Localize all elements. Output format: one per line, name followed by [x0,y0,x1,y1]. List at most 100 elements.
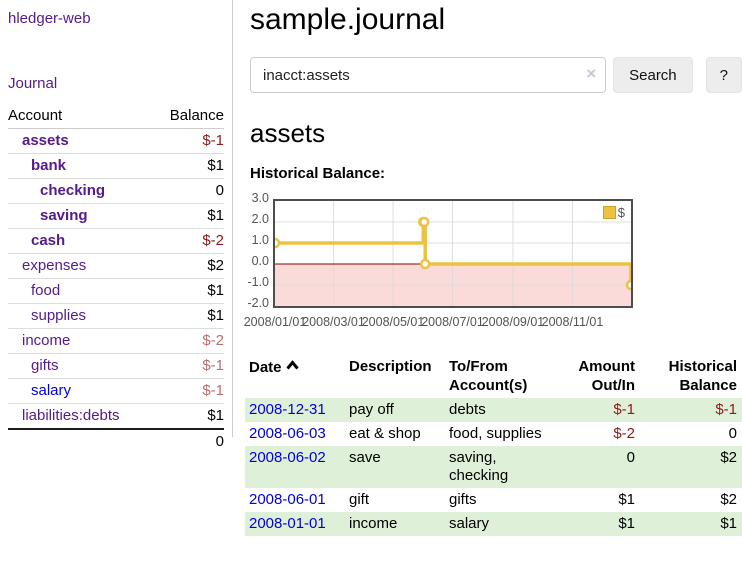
account-row: expenses $2 [8,253,224,279]
page-title: sample.journal [250,3,446,36]
historical-balance-chart: 3.0 2.0 1.0 0.0 -1.0 -2.0 2008/01/01 2008/03/0… [242,191,742,332]
account-row: assets $-1 [8,128,224,154]
transaction-balance: $1 [640,512,742,536]
help-button[interactable]: ? [705,57,742,93]
account-row: bank $1 [8,153,224,179]
transaction-date-link[interactable]: 2008-06-03 [249,425,326,442]
column-header-date[interactable]: Date [245,354,345,398]
accounts-total-row: 0 [8,428,224,454]
y-axis-tick-label: 2.0 [251,212,269,226]
transaction-date-link[interactable]: 2008-06-02 [249,449,326,466]
account-link-saving[interactable]: saving [40,207,88,224]
transaction-date-link[interactable]: 2008-06-01 [249,491,326,508]
account-link-gifts[interactable]: gifts [31,357,59,374]
search-input[interactable] [250,57,607,93]
column-header-amount: Amount Out/In [578,358,635,394]
chart-series-line [275,201,631,306]
account-balance: $1 [207,407,224,424]
transaction-accounts: salary [445,512,555,536]
register-header-row: Date Description To/From Account(s) Amou… [245,354,742,398]
transaction-row: 2008-06-01 gift gifts $1 $2 [245,488,742,512]
x-axis-tick-label: 2008/11/01 [541,315,604,329]
y-axis-tick-label: -1.0 [247,275,269,289]
transaction-description: save [345,446,445,488]
accounts-table: Account Balance assets $-1 bank $1 checking 0… [8,104,224,454]
account-link-income[interactable]: income [22,332,71,349]
sort-ascending-icon [285,357,299,376]
y-axis-tick-label: 0.0 [251,254,269,268]
account-balance: $1 [153,278,224,304]
transaction-row: 2008-06-03 eat & shop food, supplies $-2 0 [245,422,742,446]
sidebar: hledger-web Journal Account Balance asse… [0,0,233,454]
x-axis-tick-label: 2008/03/01 [302,315,365,329]
account-balance: $-1 [153,378,224,404]
account-row: checking 0 [8,178,224,204]
transaction-description: gift [349,491,370,508]
accounts-header-balance: Balance [153,104,224,129]
account-link-liabilities-debts[interactable]: liabilities:debts [22,407,120,424]
x-axis-tick-label: 2008/09/01 [481,315,545,329]
legend-label: $ [617,205,625,220]
sidebar-item-journal[interactable]: Journal [8,75,58,92]
transaction-accounts: food, supplies [449,425,542,442]
column-header-balance: Historical Balance [668,358,737,394]
x-axis-tick-label: 2008/01/01 [243,315,307,329]
account-link-food[interactable]: food [31,282,61,299]
accounts-total-value: 0 [8,428,224,454]
account-link-supplies[interactable]: supplies [31,307,87,324]
account-balance: $-2 [153,328,224,354]
account-link-assets[interactable]: assets [22,132,69,149]
account-link-expenses[interactable]: expenses [22,257,87,274]
x-axis-tick-label: 2008/05/01 [361,315,425,329]
transaction-accounts: gifts [449,491,477,508]
column-header-accounts: To/From Account(s) [449,358,528,394]
account-link-salary[interactable]: salary [31,382,72,399]
transaction-balance: $2 [720,491,737,508]
column-header-description: Description [349,358,432,375]
transaction-balance: 0 [728,425,737,442]
transaction-date-cell: 2008-12-31 [245,398,345,422]
account-row: food $1 [8,278,224,304]
account-link-bank[interactable]: bank [31,157,67,174]
transaction-amount: 0 [555,446,640,488]
account-balance: $2 [153,253,224,279]
account-link-checking[interactable]: checking [40,182,106,199]
transaction-date-cell: 2008-01-01 [245,512,345,536]
transaction-balance: $-1 [640,398,742,422]
transaction-row: 2008-01-01 income salary $1 $1 [245,512,742,536]
search-form: × Search ? [250,57,742,93]
transaction-accounts: saving, checking [445,446,555,488]
transaction-date-cell: 2008-06-01 [245,488,345,512]
y-axis-tick-label: 3.0 [251,191,269,205]
transaction-description: pay off [345,398,445,422]
search-button[interactable]: Search [613,57,693,93]
transaction-description: income [345,512,445,536]
account-row: liabilities:debts $1 [8,404,224,430]
account-balance: $-1 [153,353,224,379]
account-link-cash[interactable]: cash [31,232,66,249]
account-title: assets [250,118,326,148]
transaction-date-cell: 2008-06-03 [245,422,345,446]
chart-legend: $ [600,204,627,221]
transaction-balance: $2 [640,446,742,488]
transaction-amount: $-1 [555,398,640,422]
account-row: cash $-2 [8,228,224,254]
transaction-date-link[interactable]: 2008-01-01 [249,515,326,532]
accounts-header-account: Account [8,104,154,129]
transaction-date-link[interactable]: 2008-12-31 [249,401,326,418]
y-axis-tick-label: 1.0 [251,233,269,247]
app-brand-link[interactable]: hledger-web [8,10,91,27]
transaction-description: eat & shop [349,425,421,442]
transaction-accounts: debts [445,398,555,422]
account-row: gifts $-1 [8,353,224,379]
account-row: salary $-1 [8,378,224,404]
chart-plot-area: $ [273,199,633,308]
y-axis-tick-label: -2.0 [247,296,269,310]
account-balance: $1 [153,303,224,329]
x-axis-tick-label: 2008/07/01 [421,315,484,329]
transaction-date-cell: 2008-06-02 [245,446,345,488]
clear-search-icon[interactable]: × [586,64,597,83]
account-balance: $1 [153,153,224,179]
chart-title: Historical Balance: [250,165,386,182]
account-balance: 0 [153,178,224,204]
